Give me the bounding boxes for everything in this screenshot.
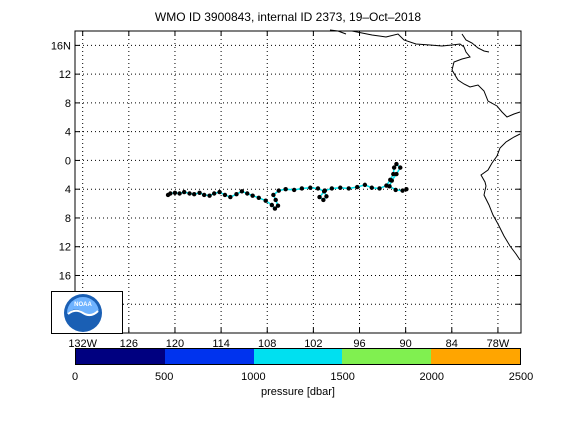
profile-point xyxy=(271,192,276,198)
lon-label: 114 xyxy=(212,338,230,350)
profile-point xyxy=(362,182,368,188)
profile-point xyxy=(391,165,397,170)
map-frame xyxy=(74,30,522,334)
profile-point xyxy=(172,190,178,195)
pressure-colorbar xyxy=(75,348,521,365)
profile-point xyxy=(187,191,192,196)
profile-point xyxy=(317,194,322,200)
lat-label: 8 xyxy=(65,213,71,225)
noaa-logo-icon: NOAA xyxy=(64,294,102,332)
profile-point xyxy=(315,186,321,191)
profile-point xyxy=(222,192,228,198)
profile-point xyxy=(377,186,382,191)
profile-point xyxy=(394,161,399,167)
profile-point xyxy=(272,206,278,211)
colorbar-tick-label: 1000 xyxy=(241,371,266,383)
profile-point xyxy=(197,190,202,195)
lat-label: 16 xyxy=(59,270,71,282)
profile-point xyxy=(276,188,281,193)
profile-point xyxy=(346,186,351,191)
lon-label: 78W xyxy=(487,338,510,350)
profile-point xyxy=(400,188,405,193)
profile-point xyxy=(207,193,212,198)
profile-point xyxy=(389,178,395,183)
lat-label: 12 xyxy=(59,69,71,81)
profile-point xyxy=(329,186,335,191)
profile-point xyxy=(181,189,187,195)
profile-point xyxy=(355,184,360,190)
lon-label: 102 xyxy=(304,338,322,350)
profile-point xyxy=(308,185,313,190)
colorbar-label: pressure [dbar] xyxy=(261,386,335,398)
profile-point xyxy=(291,187,297,193)
lat-label: 16N xyxy=(51,40,71,52)
profile-point xyxy=(275,203,281,208)
profile-point xyxy=(263,198,268,203)
grid-lines xyxy=(75,31,521,333)
map-title: WMO ID 3900843, internal ID 2373, 19–Oct… xyxy=(154,10,422,24)
profile-point xyxy=(273,197,278,203)
south-america-coastline xyxy=(480,133,521,261)
noaa-logo-text: NOAA xyxy=(74,302,92,308)
colorbar-segment xyxy=(76,349,165,364)
profile-point xyxy=(228,194,233,200)
profile-point xyxy=(177,191,182,196)
profile-point xyxy=(269,202,275,208)
profile-point xyxy=(338,185,343,190)
profile-point xyxy=(245,191,250,196)
profile-point xyxy=(283,186,288,192)
colorbar-tick-label: 2000 xyxy=(419,371,445,383)
profile-point xyxy=(404,186,409,192)
profile-point xyxy=(299,186,305,191)
colorbar-segment xyxy=(164,349,254,364)
lat-label: 4 xyxy=(65,184,71,196)
colorbar-tick-label: 2500 xyxy=(508,371,534,383)
coastline xyxy=(329,29,521,261)
colorbar-tick-label: 0 xyxy=(71,371,79,383)
profile-point xyxy=(211,191,217,196)
lon-label: 84 xyxy=(446,338,458,350)
central-america-coastline xyxy=(351,30,521,118)
profile-point xyxy=(256,195,261,201)
profile-point xyxy=(168,191,173,196)
lon-label: 90 xyxy=(400,338,412,350)
lat-label: 4 xyxy=(65,127,71,139)
lat-label: 12 xyxy=(59,242,71,254)
lon-label: 120 xyxy=(166,338,184,350)
profile-point xyxy=(250,193,255,198)
profile-point xyxy=(191,192,197,197)
noaa-logo-box: NOAA xyxy=(51,291,123,334)
colorbar-segment xyxy=(342,349,432,364)
profile-point xyxy=(217,189,222,195)
lon-label: 96 xyxy=(353,338,365,350)
lon-label: 126 xyxy=(120,338,138,350)
profile-point xyxy=(324,194,329,199)
profile-point xyxy=(321,197,326,203)
profile-point xyxy=(398,165,403,170)
lon-label: 132W xyxy=(68,338,97,350)
profile-point xyxy=(369,185,375,190)
profile-point xyxy=(239,189,245,194)
profile-point xyxy=(387,184,392,189)
profile-point xyxy=(393,187,398,193)
float-trajectory xyxy=(165,161,409,211)
colorbar-segment xyxy=(431,349,520,364)
colorbar-segment xyxy=(253,349,343,364)
caribbean-coastline xyxy=(461,33,490,53)
profile-point xyxy=(322,188,328,193)
profile-point xyxy=(201,192,207,198)
colorbar-tick-label: 500 xyxy=(155,371,174,383)
lon-label: 108 xyxy=(258,338,276,350)
profile-point xyxy=(391,171,396,177)
lat-label: 8 xyxy=(65,98,71,110)
colorbar-tick-label: 1500 xyxy=(330,371,355,383)
profile-point xyxy=(234,192,239,197)
profile-point xyxy=(394,171,399,177)
lat-label: 0 xyxy=(65,155,71,167)
axis-labels: 16N1284048121620S132W1261201141081029690… xyxy=(51,40,510,350)
